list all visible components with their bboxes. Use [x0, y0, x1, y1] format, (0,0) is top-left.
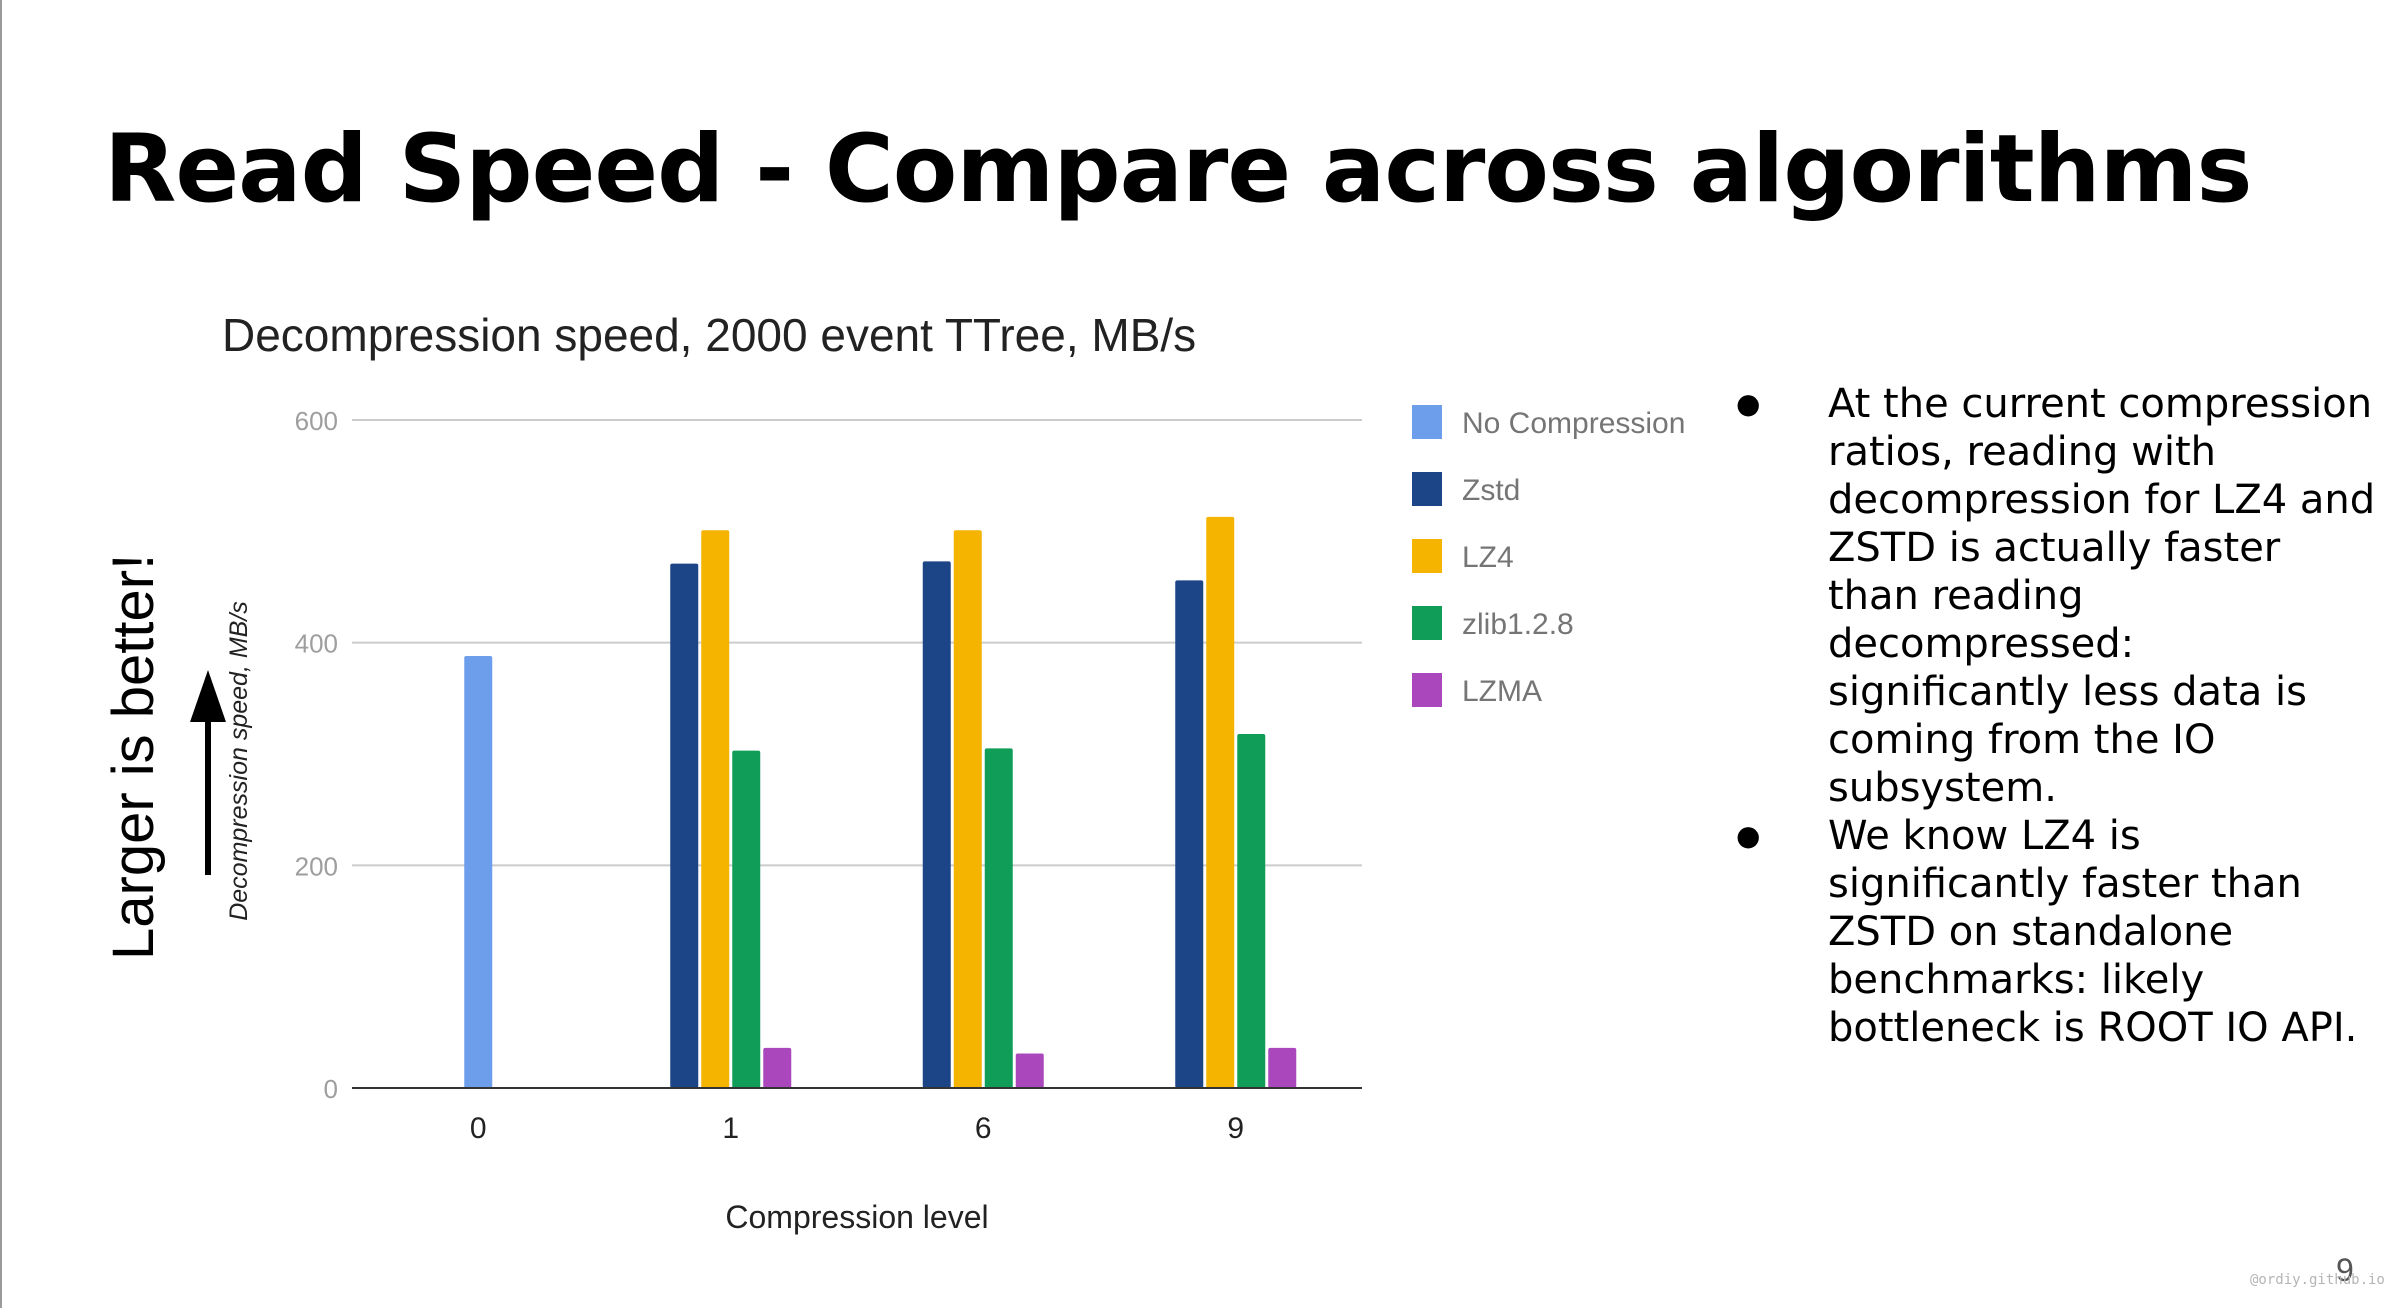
legend-swatch [1412, 472, 1442, 506]
bar-no-compression-level-0 [464, 656, 493, 1088]
bar-zstd-level-9 [1175, 580, 1204, 1088]
bar-lzma-level-1 [763, 1047, 792, 1088]
legend-label: zlib1.2.8 [1462, 608, 1574, 641]
chart-legend: No Compression Zstd LZ4 zlib1.2.8 LZMA [1412, 405, 1685, 708]
y-tick-label: 200 [295, 851, 338, 881]
bar-zstd-level-1 [670, 563, 699, 1088]
y-tick-label: 600 [295, 406, 338, 436]
bullet-item: At the current compression ratios, readi… [1736, 380, 2376, 812]
chart-title: Decompression speed, 2000 event TTree, M… [222, 309, 1197, 361]
legend-label: LZMA [1462, 675, 1542, 708]
bar-chart: 0 200 400 600 0 1 6 9 Compression level Decompres… [225, 405, 1685, 1235]
legend-swatch [1412, 405, 1442, 439]
slide-left-border [0, 0, 2, 1308]
x-tick-label: 6 [975, 1112, 992, 1145]
bar-zlib1-2-8-level-1 [732, 750, 761, 1088]
y-tick-label: 400 [295, 629, 338, 659]
bar-lz4-level-1 [701, 530, 730, 1088]
bar-zlib1-2-8-level-9 [1237, 733, 1266, 1088]
x-tick-label: 0 [470, 1112, 487, 1145]
bullet-item: We know LZ4 is significantly faster than… [1736, 812, 2376, 1052]
legend-label: LZ4 [1462, 541, 1514, 574]
legend-swatch [1412, 673, 1442, 707]
chart-axes: 0 200 400 600 0 1 6 9 Compression level Decompres… [225, 406, 1362, 1235]
y-tick-label: 0 [324, 1074, 338, 1104]
chart-bars [464, 516, 1297, 1088]
legend-swatch [1412, 539, 1442, 573]
bar-lz4-level-6 [953, 530, 982, 1088]
x-tick-label: 1 [722, 1112, 739, 1145]
bar-lzma-level-6 [1015, 1053, 1044, 1088]
page-number: 9 [2336, 1252, 2354, 1288]
bar-zstd-level-6 [922, 561, 951, 1088]
bar-lz4-level-9 [1206, 516, 1235, 1088]
x-tick-label: 9 [1227, 1112, 1244, 1145]
bar-lzma-level-9 [1268, 1047, 1297, 1088]
watermark: @ordiy.github.io [2250, 1272, 2385, 1288]
legend-label: No Compression [1462, 407, 1685, 440]
up-arrow-icon [190, 670, 226, 875]
legend-swatch [1412, 606, 1442, 640]
x-axis-title: Compression level [725, 1199, 988, 1235]
bar-zlib1-2-8-level-6 [984, 748, 1013, 1088]
y-axis-title: Decompression speed, MB/s [225, 601, 253, 921]
legend-label: Zstd [1462, 474, 1520, 507]
slide-title: Read Speed - Compare across algorithms [104, 115, 2252, 224]
bullet-list: At the current compression ratios, readi… [1736, 380, 2376, 1052]
